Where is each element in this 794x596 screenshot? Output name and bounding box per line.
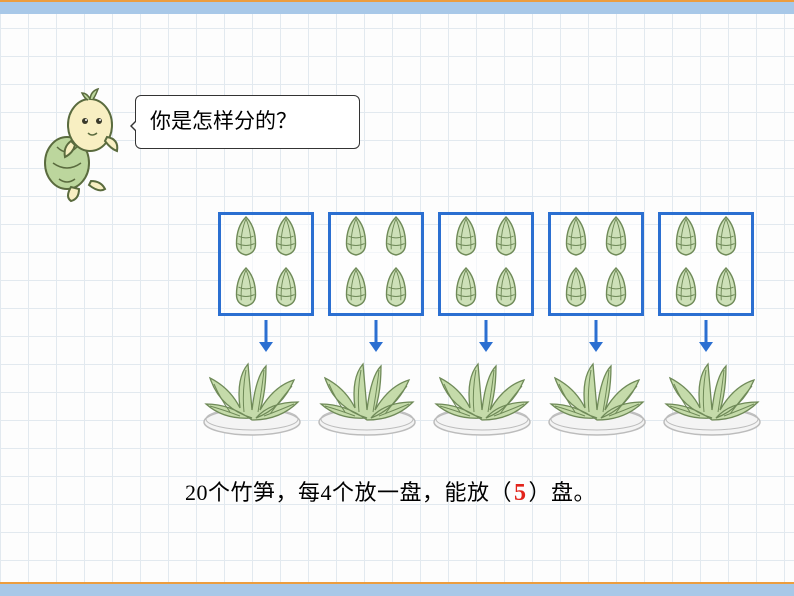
plate-icon [545, 358, 650, 438]
bamboo-shoot-icon [227, 215, 265, 262]
bamboo-shoot-icon [557, 266, 595, 313]
bamboo-shoot-icon [707, 266, 745, 313]
bamboo-shoot-icon [667, 215, 705, 262]
arrow-down-icon [658, 318, 754, 354]
plate-icon [315, 358, 420, 438]
arrow-down-icon [438, 318, 534, 354]
top-accent-bar [0, 0, 794, 14]
bamboo-shoot-icon [707, 215, 745, 262]
group-box [328, 212, 424, 316]
sentence-part2: ）盘。 [529, 480, 597, 505]
plate-icon [660, 358, 765, 438]
arrow-down-icon [218, 318, 314, 354]
bamboo-shoot-icon [337, 215, 375, 262]
group-box [218, 212, 314, 316]
bamboo-shoot-icon [487, 215, 525, 262]
group-box [548, 212, 644, 316]
group-box [658, 212, 754, 316]
answer-value: 5 [512, 480, 529, 506]
bamboo-shoot-icon [557, 215, 595, 262]
bamboo-shoot-icon [447, 215, 485, 262]
bamboo-shoot-icon [267, 266, 305, 313]
bamboo-shoot-icon [377, 215, 415, 262]
bamboo-shoot-icon [267, 215, 305, 262]
bamboo-shoot-icon [337, 266, 375, 313]
speech-bubble: 你是怎样分的？ [135, 95, 360, 149]
bamboo-shoot-icon [447, 266, 485, 313]
question-sentence: 20个竹笋，每4个放一盘，能放（5）盘。 [185, 475, 596, 507]
bamboo-shoot-icon [667, 266, 705, 313]
bamboo-shoot-icon [227, 266, 265, 313]
arrow-down-icon [548, 318, 644, 354]
bamboo-shoot-icon [377, 266, 415, 313]
arrow-down-icon [328, 318, 424, 354]
plate-icon [200, 358, 305, 438]
group-box [438, 212, 534, 316]
sentence-part1: 20个竹笋，每4个放一盘，能放（ [185, 480, 512, 505]
bamboo-shoot-icon [487, 266, 525, 313]
plates-row [200, 358, 765, 438]
page-root: 你是怎样分的？ [0, 0, 794, 596]
bamboo-shoot-icon [597, 215, 635, 262]
group-boxes-row [218, 212, 754, 316]
bottom-accent-bar [0, 582, 794, 596]
plate-icon [430, 358, 535, 438]
mascot-icon [35, 85, 130, 210]
arrows-row [218, 318, 754, 354]
bubble-text: 你是怎样分的？ [150, 109, 297, 133]
bamboo-shoot-icon [597, 266, 635, 313]
